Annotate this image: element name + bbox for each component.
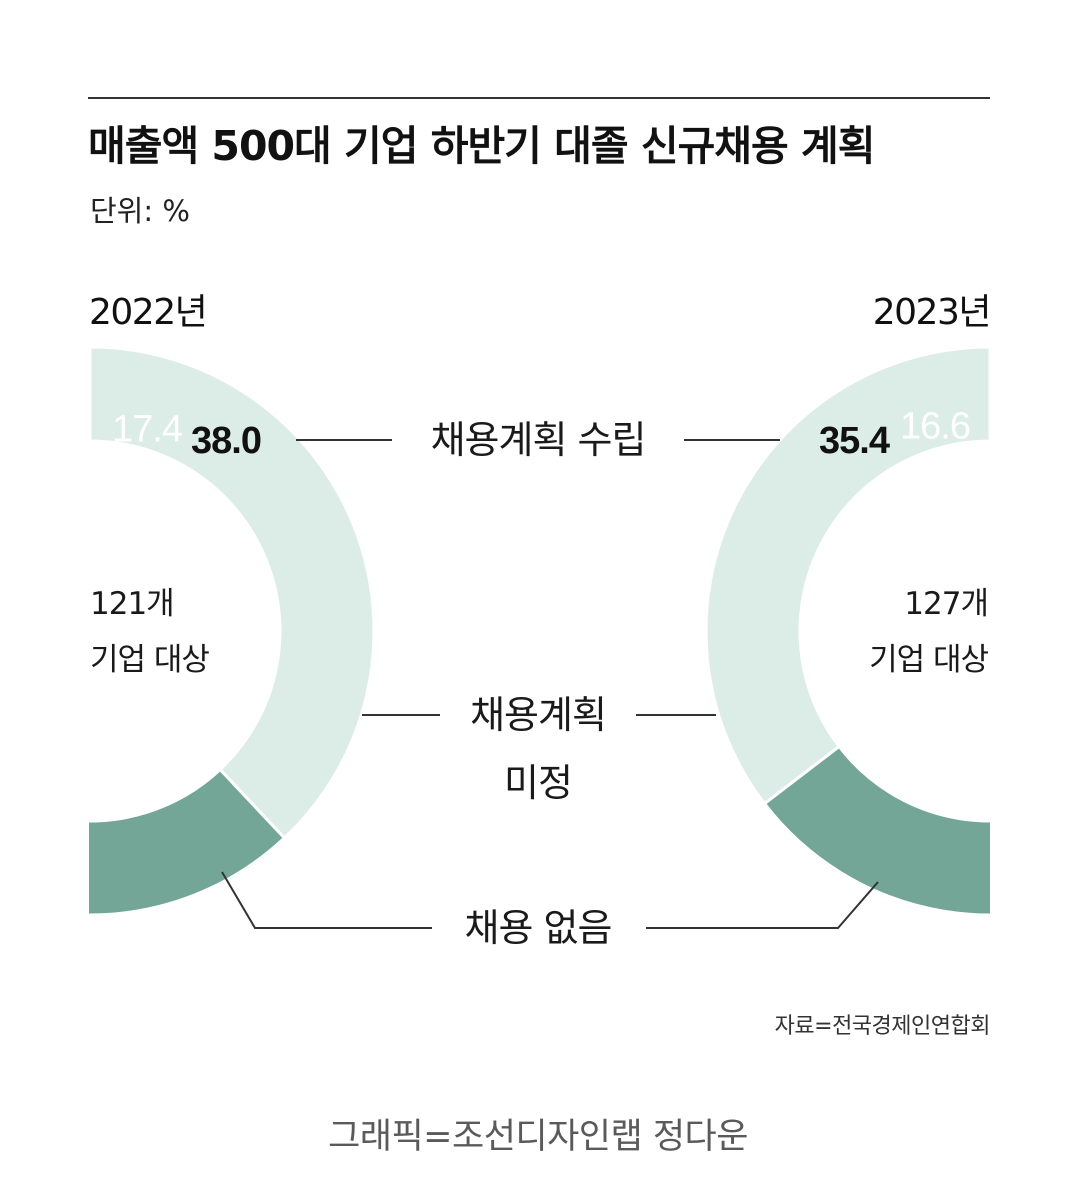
chart-title: 매출액 500대 기업 하반기 대졸 신규채용 계획 <box>88 122 875 170</box>
value-label-2022-1: 38.0 <box>191 420 261 462</box>
company-count-2023-line2: 기업 대상 <box>869 642 988 678</box>
leader-line-2023-3 <box>646 881 879 929</box>
year-label-2023: 2023년 <box>872 292 992 333</box>
year-label-2022: 2022년 <box>89 292 208 333</box>
company-count-2022-line1: 121개 <box>90 586 174 622</box>
slice-2023-2 <box>762 744 990 917</box>
value-label-2023-1: 35.4 <box>819 420 890 462</box>
category-label-1: 채용계획 수립 <box>431 418 646 462</box>
category-label-3: 채용 없음 <box>465 906 612 950</box>
donut-2023 <box>704 345 990 917</box>
category-label-2-line2: 미정 <box>504 761 572 805</box>
donut-2022 <box>89 345 376 917</box>
company-count-2023-line1: 127개 <box>904 586 988 622</box>
slice-2023-1 <box>704 345 990 806</box>
source-label: 자료=전국경제인연합회 <box>774 1014 991 1039</box>
unit-label: 단위: % <box>90 194 190 228</box>
value-label-2023-3: 16.6 <box>900 406 970 448</box>
title-rule <box>88 97 990 99</box>
slice-2022-1 <box>89 345 376 841</box>
leader-line-2022-3 <box>221 871 432 929</box>
value-label-2022-3: 17.4 <box>112 409 183 451</box>
credit-label: 그래픽=조선디자인랩 정다운 <box>328 1117 748 1157</box>
slice-2022-3 <box>89 345 92 443</box>
company-count-2022-line2: 기업 대상 <box>90 642 209 678</box>
category-label-2-line1: 채용계획 <box>470 693 606 737</box>
slice-2022-2 <box>89 767 287 917</box>
slice-2023-3 <box>988 345 990 443</box>
